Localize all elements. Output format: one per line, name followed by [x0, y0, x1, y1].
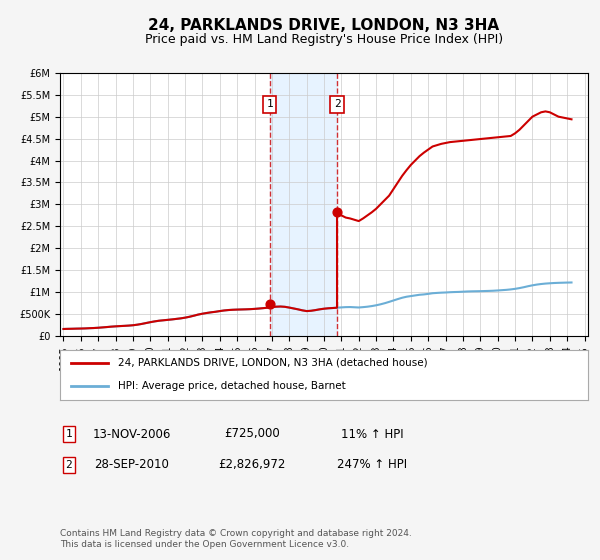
Text: 24, PARKLANDS DRIVE, LONDON, N3 3HA: 24, PARKLANDS DRIVE, LONDON, N3 3HA [148, 18, 500, 32]
Text: 28-SEP-2010: 28-SEP-2010 [95, 458, 169, 472]
Text: 2: 2 [65, 460, 73, 470]
Bar [269, 73, 337, 336]
Text: Contains HM Land Registry data © Crown copyright and database right 2024.
This d: Contains HM Land Registry data © Crown c… [60, 529, 412, 549]
Text: £725,000: £725,000 [224, 427, 280, 441]
Point [332, 208, 342, 217]
Text: 247% ↑ HPI: 247% ↑ HPI [337, 458, 407, 472]
Text: 1: 1 [65, 429, 73, 439]
Text: 1: 1 [266, 99, 273, 109]
Text: 13-NOV-2006: 13-NOV-2006 [93, 427, 171, 441]
Text: 11% ↑ HPI: 11% ↑ HPI [341, 427, 403, 441]
Text: HPI: Average price, detached house, Barnet: HPI: Average price, detached house, Barn… [118, 381, 346, 391]
Text: 2: 2 [334, 99, 340, 109]
Text: £2,826,972: £2,826,972 [218, 458, 286, 472]
Point [265, 300, 274, 309]
Text: 24, PARKLANDS DRIVE, LONDON, N3 3HA (detached house): 24, PARKLANDS DRIVE, LONDON, N3 3HA (det… [118, 358, 428, 367]
Text: Price paid vs. HM Land Registry's House Price Index (HPI): Price paid vs. HM Land Registry's House … [145, 32, 503, 46]
